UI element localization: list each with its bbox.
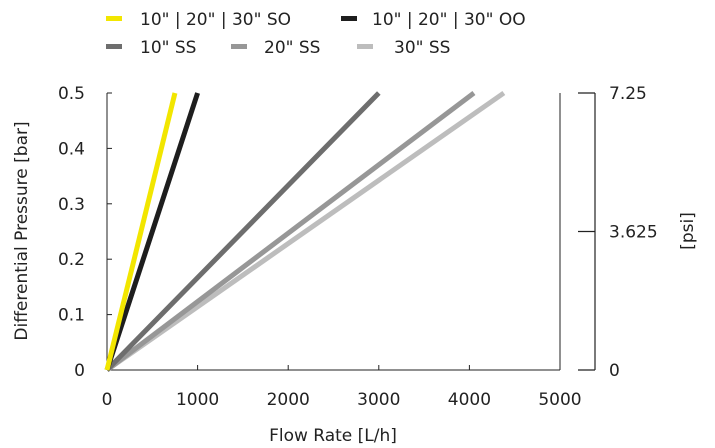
legend-swatch-10ss (106, 44, 122, 49)
legend-label-30ss: 30" SS (394, 38, 450, 58)
legend-item-30ss: 30" SS (357, 38, 450, 58)
x-tick-label: 1000 (176, 390, 219, 410)
y2-tick-label: 0 (609, 361, 620, 381)
y-tick-label: 0.3 (58, 195, 85, 215)
series-20ss-line (105, 91, 476, 372)
x-tick-label: 2000 (267, 390, 310, 410)
x-tick-label: 5000 (538, 390, 581, 410)
legend-item-10ss: 10" SS (106, 38, 196, 58)
y-ticks: 0 0.1 0.2 0.3 0.4 0.5 (58, 84, 112, 381)
series-oo-line (104, 92, 200, 371)
x-tick-label: 3000 (357, 390, 400, 410)
legend-swatch-so (106, 16, 122, 21)
legend-item-20ss: 20" SS (231, 38, 320, 58)
secondary-y-ticks: 0 3.625 7.25 (578, 84, 658, 381)
x-ticks: 0 1000 2000 3000 4000 5000 (102, 365, 582, 410)
y-axis-title: Differential Pressure [bar] (12, 121, 32, 340)
series-so-line (104, 92, 178, 371)
legend-label-so: 10" | 20" | 30" SO (140, 10, 291, 30)
x-tick-label: 0 (102, 390, 113, 410)
legend-swatch-oo (341, 16, 357, 21)
legend-label-20ss: 20" SS (264, 38, 320, 58)
series-30ss-line (105, 90, 506, 373)
legend-item-oo: 10" | 20" | 30" OO (341, 10, 526, 30)
y2-tick-label: 7.25 (609, 84, 647, 104)
secondary-y-axis-title: [psi] (678, 212, 698, 250)
series-lines (104, 90, 506, 373)
y-tick-label: 0.4 (58, 139, 85, 159)
y2-tick-label: 3.625 (609, 223, 658, 243)
series-10ss-line (105, 91, 381, 372)
legend-label-10ss: 10" SS (140, 38, 196, 58)
legend-item-so: 10" | 20" | 30" SO (106, 10, 291, 30)
y-tick-label: 0.1 (58, 306, 85, 326)
plot-frame (106, 93, 596, 371)
x-axis-title: Flow Rate [L/h] (269, 426, 397, 446)
legend-swatch-30ss (357, 44, 373, 49)
y-tick-label: 0.2 (58, 250, 85, 270)
legend: 10" | 20" | 30" SO 10" | 20" | 30" OO 10… (106, 10, 526, 58)
x-tick-label: 4000 (448, 390, 491, 410)
y-tick-label: 0.5 (58, 84, 85, 104)
legend-label-oo: 10" | 20" | 30" OO (372, 10, 526, 30)
legend-swatch-20ss (231, 44, 247, 49)
y-tick-label: 0 (74, 361, 85, 381)
